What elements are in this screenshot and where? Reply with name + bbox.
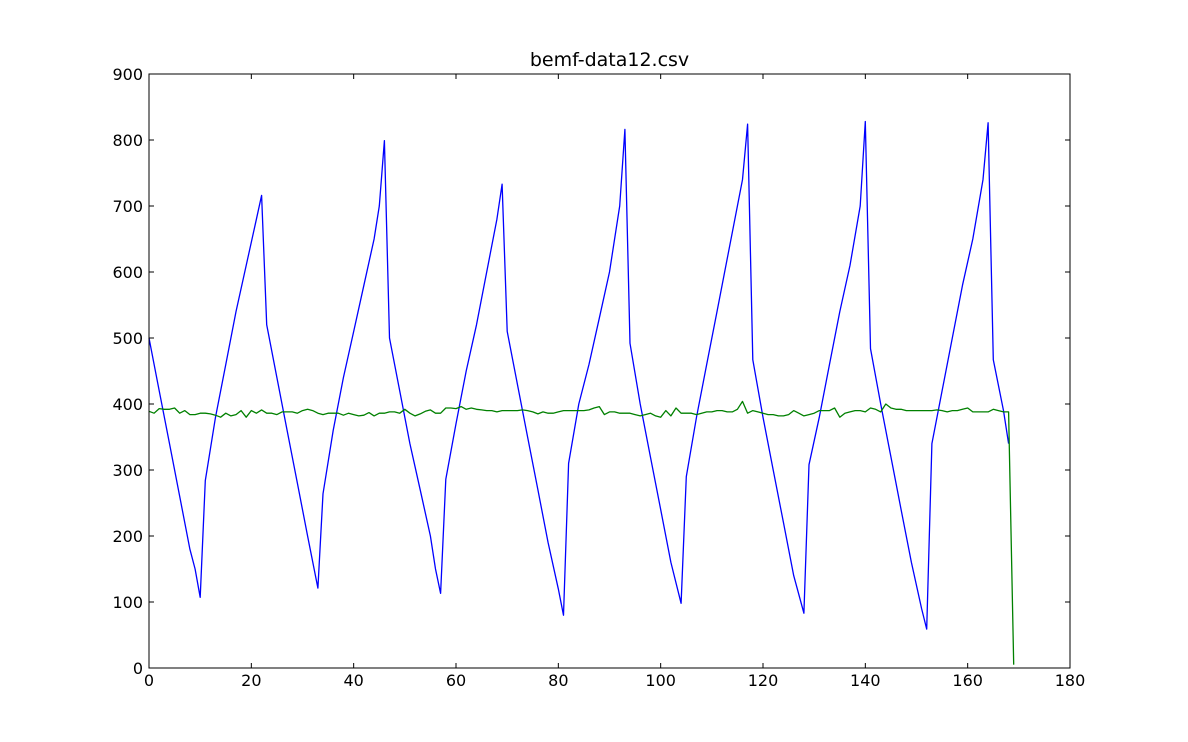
y-tick-label: 900: [112, 65, 143, 84]
y-axis: 0 100 200 300 400 500 600 700 800 900: [112, 65, 1070, 678]
x-tick-label: 100: [645, 671, 676, 690]
chart-title: bemf-data12.csv: [530, 49, 689, 71]
y-tick-label: 500: [112, 329, 143, 348]
y-tick-label: 400: [112, 395, 143, 414]
x-tick-label: 80: [548, 671, 568, 690]
x-tick-label: 160: [952, 671, 983, 690]
y-tick-label: 0: [133, 659, 143, 678]
y-tick-label: 700: [112, 197, 143, 216]
x-tick-label: 0: [144, 671, 154, 690]
series-layer: [148, 120, 1015, 665]
y-tick-label: 300: [112, 461, 143, 480]
plot-frame: [148, 73, 1071, 669]
y-tick-label: 800: [112, 131, 143, 150]
series-line-2: [148, 400, 1015, 665]
y-tick-label: 600: [112, 263, 143, 282]
x-tick-label: 40: [343, 671, 363, 690]
y-tick-label: 200: [112, 527, 143, 546]
series-line-1: [148, 120, 1010, 630]
x-tick-label: 120: [748, 671, 779, 690]
x-axis: 0 20 40 60 80 100 120 140 160 180: [144, 74, 1085, 690]
x-tick-label: 60: [446, 671, 466, 690]
x-tick-label: 180: [1055, 671, 1086, 690]
x-tick-label: 140: [850, 671, 881, 690]
y-tick-label: 100: [112, 593, 143, 612]
x-tick-label: 20: [241, 671, 261, 690]
